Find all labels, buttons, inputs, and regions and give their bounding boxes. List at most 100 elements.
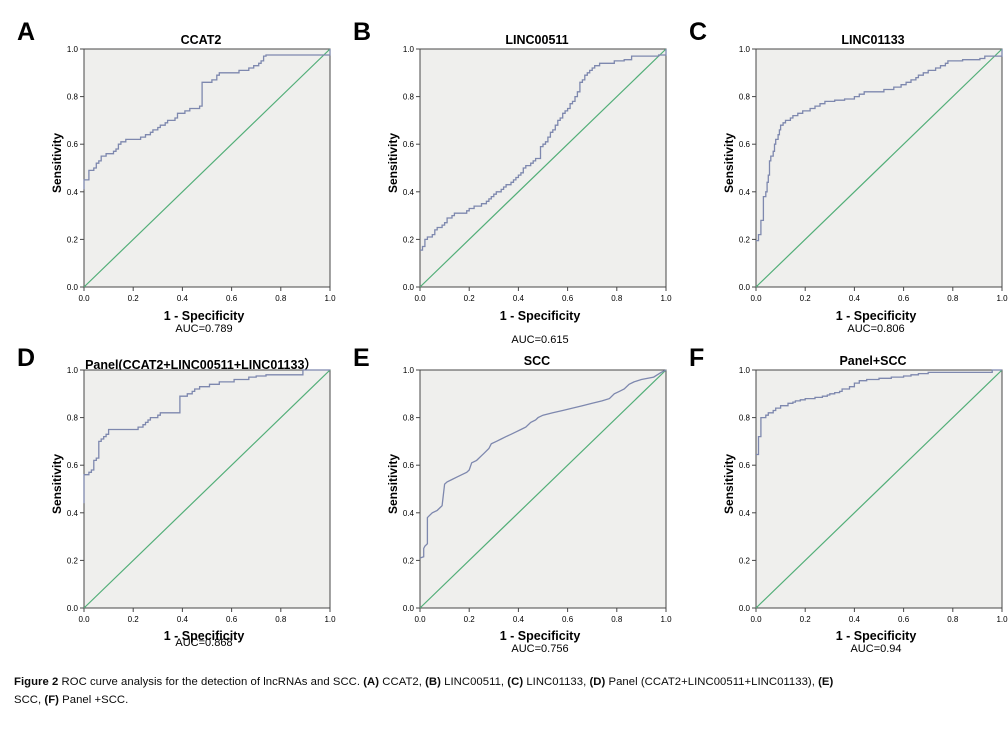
y-tick-label: 1.0	[403, 45, 415, 54]
y-tick-label: 0.6	[67, 140, 79, 149]
roc-panel-a: A CCAT2 Sensitivity 0.0 0.2 0.4 0.6 0.8 1.0 0.…	[0, 8, 336, 340]
x-tick-label: 0.2	[800, 294, 812, 303]
reference-diagonal-line	[419, 369, 667, 609]
x-tick-label: 1.0	[996, 294, 1008, 303]
reference-diagonal-line	[83, 369, 331, 609]
x-tick-label: 0.0	[78, 615, 90, 624]
roc-panel-f: F Panel+SCC Sensitivity 0.0 0.2 0.4 0.6 0.8 1…	[672, 340, 1008, 656]
caption-segment: ROC curve analysis for the detection of …	[58, 676, 364, 688]
x-tick-label: 0.0	[750, 294, 762, 303]
panel-letter-b: B	[353, 18, 372, 46]
y-tick-label: 0.6	[403, 461, 415, 470]
x-tick-label: 0.2	[128, 294, 140, 303]
x-tick-label: 0.2	[464, 294, 476, 303]
y-tick-label: 0.8	[403, 414, 415, 423]
roc-plot-c: 0.0 0.2 0.4 0.6 0.8 1.0 0.0 0.2 0.4 0.6 0.8 1.0	[739, 45, 1008, 303]
y-tick-label: 0.2	[403, 235, 415, 244]
roc-panel-c: C LINC01133 Sensitivity 0.0 0.2 0.4 0.6 0.8 1…	[672, 8, 1008, 340]
caption-segment: (C)	[507, 676, 524, 688]
chart-title-c: LINC01133	[841, 33, 905, 47]
x-tick-label: 0.8	[275, 615, 287, 624]
chart-title-e: SCC	[523, 354, 551, 368]
y-tick-label: 1.0	[67, 45, 79, 54]
roc-plot-d: 0.0 0.2 0.4 0.6 0.8 1.0 0.0 0.2 0.4 0.6 0.8 1.0	[67, 366, 336, 624]
x-axis-label-c: 1 - Specificity	[835, 309, 917, 323]
y-tick-label: 0.8	[403, 93, 415, 102]
x-tick-label: 0.4	[177, 615, 189, 624]
x-tick-label: 0.8	[947, 294, 959, 303]
x-tick-label: 1.0	[660, 294, 672, 303]
y-tick-label: 0.8	[67, 414, 79, 423]
y-tick-label: 0.4	[739, 188, 751, 197]
chart-title-f: Panel+SCC	[839, 354, 907, 368]
roc-curve	[83, 369, 330, 504]
reference-diagonal-line	[755, 48, 1003, 288]
caption-segment: (F)	[44, 693, 59, 706]
y-tick-label: 0.6	[67, 461, 79, 470]
y-tick-label: 0.2	[67, 235, 79, 244]
panel-letter-c: C	[689, 18, 708, 46]
y-tick-label: 0.8	[67, 93, 79, 102]
x-tick-label: 1.0	[324, 615, 336, 624]
y-tick-label: 0.2	[739, 235, 751, 244]
caption-segment: Panel (CCAT2+LINC00511+LINC01133),	[605, 676, 819, 688]
reference-diagonal-line	[419, 48, 667, 288]
auc-value-d: AUC=0.868	[175, 637, 233, 649]
y-tick-label: 1.0	[403, 366, 415, 375]
caption-segment: Panel +SCC.	[58, 693, 129, 706]
roc-curve	[419, 369, 667, 559]
y-tick-label: 0.8	[739, 93, 751, 102]
y-tick-label: 0.4	[67, 509, 79, 518]
y-tick-label: 0.4	[403, 188, 415, 197]
panel-letter-f: F	[689, 344, 705, 372]
roc-plot-a: 0.0 0.2 0.4 0.6 0.8 1.0 0.0 0.2 0.4 0.6 0.8 1.0	[67, 45, 336, 303]
caption-segment: Figure 2	[14, 676, 59, 688]
x-tick-label: 0.2	[128, 615, 140, 624]
x-tick-label: 0.8	[611, 615, 623, 624]
caption-segment: LINC00511,	[440, 676, 508, 688]
caption-segment: (B)	[425, 676, 441, 688]
x-tick-label: 0.4	[849, 294, 861, 303]
roc-panel-b: B LINC00511 Sensitivity 0.0 0.2 0.4 0.6 0.8 1…	[336, 8, 672, 346]
caption-segment: SCC,	[14, 693, 45, 706]
chart-title-d: Panel(CCAT2+LINC00511+LINC01133）	[85, 358, 317, 372]
chart-title-a: CCAT2	[180, 33, 222, 47]
caption-segment: CCAT2,	[379, 676, 426, 688]
x-tick-label: 0.2	[464, 615, 476, 624]
panel-letter-e: E	[353, 344, 370, 372]
auc-value-a: AUC=0.789	[175, 323, 233, 335]
caption-segment: LINC01133,	[523, 676, 590, 688]
auc-value-e: AUC=0.756	[511, 643, 569, 655]
roc-panel-d: D Panel(CCAT2+LINC00511+LINC01133） Sensi…	[0, 340, 336, 656]
y-tick-label: 0.2	[739, 556, 751, 565]
x-tick-label: 0.0	[750, 615, 762, 624]
x-tick-label: 0.2	[800, 615, 812, 624]
y-tick-label: 0.0	[67, 604, 79, 613]
y-tick-label: 0.4	[739, 509, 751, 518]
x-tick-label: 1.0	[660, 615, 672, 624]
y-tick-label: 1.0	[67, 366, 79, 375]
x-tick-label: 0.4	[513, 294, 525, 303]
roc-curve	[83, 49, 331, 190]
x-tick-label: 0.6	[226, 615, 238, 624]
x-tick-label: 0.8	[611, 294, 623, 303]
x-axis-label-d: 1 - Specificity	[163, 629, 245, 643]
y-tick-label: 0.4	[403, 509, 415, 518]
x-tick-label: 1.0	[996, 615, 1008, 624]
y-tick-label: 1.0	[739, 366, 751, 375]
x-tick-label: 0.6	[562, 615, 574, 624]
auc-value-b: AUC=0.615	[511, 334, 569, 346]
caption-segment: (A)	[363, 676, 380, 688]
x-tick-label: 0.6	[898, 615, 910, 624]
x-tick-label: 0.0	[78, 294, 90, 303]
y-tick-label: 0.2	[403, 556, 415, 565]
roc-plot-f: 0.0 0.2 0.4 0.6 0.8 1.0 0.0 0.2 0.4 0.6 0.8 1.0	[739, 366, 1008, 624]
y-tick-label: 0.0	[739, 604, 751, 613]
x-tick-label: 0.4	[177, 294, 189, 303]
y-tick-label: 0.0	[403, 604, 415, 613]
panel-letter-a: A	[17, 18, 36, 46]
y-tick-label: 0.2	[67, 556, 79, 565]
y-tick-label: 0.4	[67, 188, 79, 197]
panel-letter-d: D	[17, 344, 36, 372]
x-axis-label-e: 1 - Specificity	[499, 629, 581, 643]
